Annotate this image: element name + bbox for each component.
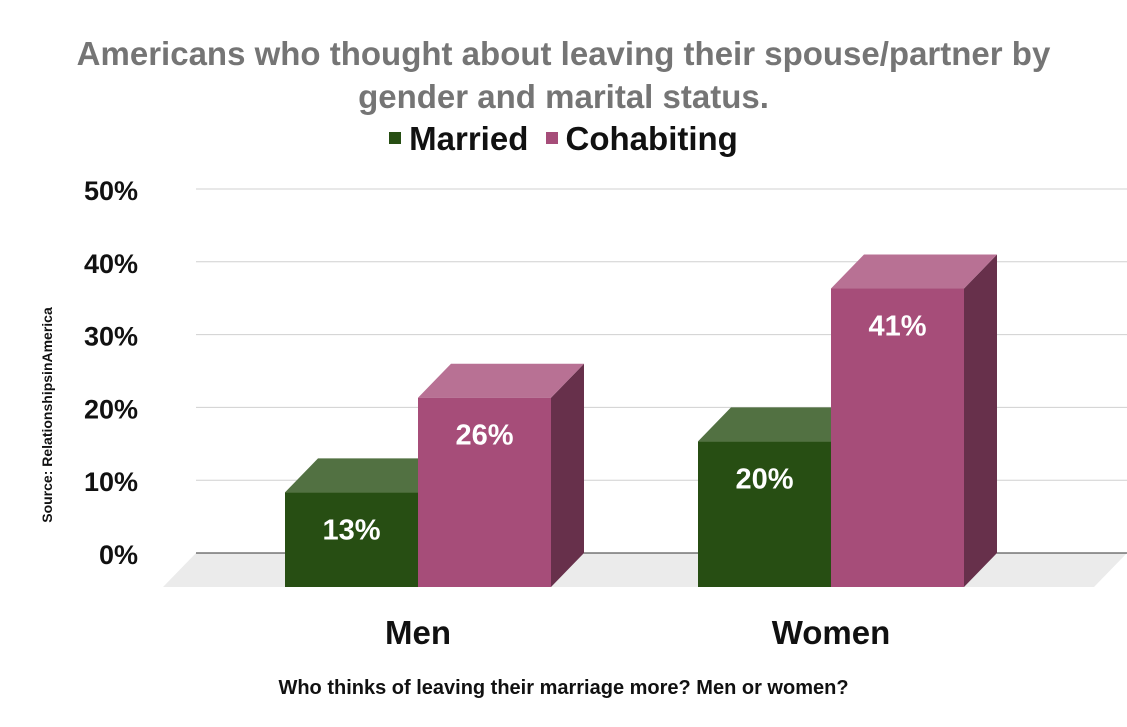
chart-title-line-2: gender and marital status. xyxy=(358,78,769,115)
legend-swatch-cohabiting xyxy=(545,132,558,145)
bar-married-women xyxy=(698,441,831,587)
bar-top-cohabiting-women xyxy=(831,254,997,289)
chart-title: Americans who thought about leaving thei… xyxy=(0,32,1127,118)
data-label-cohabiting-men: 26% xyxy=(455,420,513,452)
bar-married-men xyxy=(285,492,418,587)
bar-top-married-women xyxy=(698,407,864,442)
bar-top-cohabiting-men xyxy=(418,363,584,398)
bar-cohabiting-men xyxy=(418,397,551,587)
source-note: Source: RelationshipsinAmerica xyxy=(39,307,55,523)
y-tick-label: 0% xyxy=(99,540,138,570)
legend-item-cohabiting: Cohabiting xyxy=(545,120,738,158)
data-label-married-men: 13% xyxy=(322,514,380,546)
chart-title-line-1: Americans who thought about leaving thei… xyxy=(76,35,1051,72)
bar-side-cohabiting-women xyxy=(964,254,997,587)
x-axis-title: Who thinks of leaving their marriage mor… xyxy=(278,677,849,699)
legend-label-married: Married xyxy=(409,120,529,157)
bar-cohabiting-women xyxy=(831,288,964,587)
x-tick-label-women: Women xyxy=(772,614,891,651)
legend: Married Cohabiting xyxy=(0,120,1127,158)
data-label-cohabiting-women: 41% xyxy=(868,311,926,343)
y-tick-label: 50% xyxy=(84,176,138,206)
bar-side-cohabiting-men xyxy=(551,363,584,587)
legend-item-married: Married xyxy=(389,120,528,158)
y-tick-label: 40% xyxy=(84,249,138,279)
y-tick-label: 10% xyxy=(84,467,138,497)
x-tick-label-men: Men xyxy=(385,614,451,651)
y-tick-label: 20% xyxy=(84,394,138,424)
legend-label-cohabiting: Cohabiting xyxy=(565,120,738,157)
y-tick-label: 30% xyxy=(84,322,138,352)
bar-top-married-men xyxy=(285,458,451,493)
legend-swatch-married xyxy=(389,132,402,145)
data-label-married-women: 20% xyxy=(735,463,793,495)
